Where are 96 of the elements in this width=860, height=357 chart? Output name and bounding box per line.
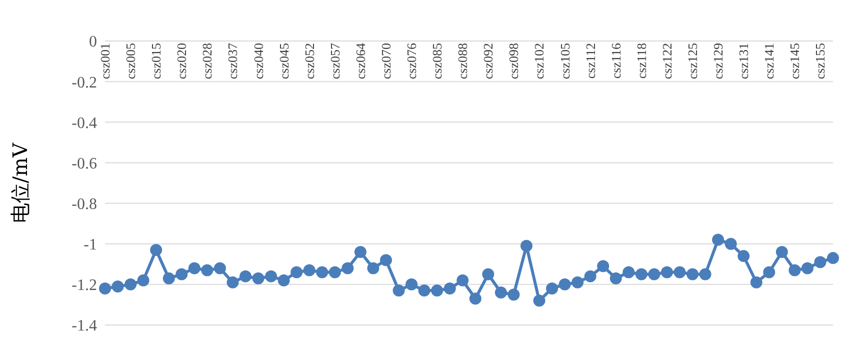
x-tick-label: csz052 — [302, 43, 317, 80]
x-tick-label: csz088 — [455, 43, 470, 80]
x-tick-label: csz005 — [123, 43, 138, 80]
x-tick-label: csz020 — [174, 43, 190, 80]
point — [226, 276, 239, 288]
x-tick-label: csz001 — [98, 43, 112, 80]
x-tick-label: csz057 — [327, 42, 342, 80]
y-axis-title: 电位/mV — [8, 142, 32, 224]
point — [508, 288, 520, 301]
point — [610, 272, 622, 284]
point — [482, 268, 494, 280]
point — [520, 240, 532, 252]
x-tick-label: csz092 — [480, 43, 496, 80]
point — [674, 266, 686, 278]
point — [546, 282, 558, 294]
point — [431, 284, 444, 297]
point — [763, 266, 776, 278]
point — [201, 264, 214, 276]
y-tick-label: -0.8 — [72, 196, 97, 213]
x-tick-label: csz105 — [557, 43, 572, 80]
x-tick-label: csz085 — [430, 43, 445, 80]
point — [406, 278, 418, 290]
x-tick-label: csz102 — [532, 43, 547, 80]
point — [494, 286, 507, 299]
point — [622, 266, 635, 278]
point — [278, 274, 290, 286]
x-tick-label: csz037 — [225, 42, 240, 80]
x-tick-label: csz040 — [250, 43, 266, 80]
point — [572, 276, 584, 288]
point — [801, 262, 814, 274]
point — [788, 264, 801, 276]
point — [686, 268, 699, 280]
point — [584, 270, 596, 282]
point — [456, 274, 469, 286]
point — [214, 262, 226, 274]
point — [162, 272, 175, 284]
y-tick-label: -1 — [84, 236, 97, 254]
point — [469, 292, 482, 305]
point — [188, 262, 200, 274]
point — [367, 262, 380, 274]
point — [597, 260, 610, 272]
x-tick-label: csz141 — [762, 43, 777, 80]
x-tick-label: csz145 — [787, 43, 802, 80]
point — [558, 278, 571, 290]
point — [724, 238, 737, 250]
y-tick-label: 0 — [89, 34, 97, 51]
point — [316, 266, 328, 278]
x-tick-label: csz125 — [685, 43, 700, 80]
point — [290, 266, 303, 278]
x-tick-label: csz045 — [276, 43, 292, 80]
x-tick-label: csz116 — [608, 42, 624, 79]
point — [712, 234, 724, 246]
y-tick-label: -0.2 — [72, 74, 97, 92]
point — [648, 268, 660, 280]
point — [239, 270, 252, 282]
point — [444, 282, 456, 294]
point — [137, 274, 150, 286]
point — [265, 270, 278, 282]
point — [392, 284, 405, 297]
point — [699, 268, 712, 280]
point — [776, 246, 788, 258]
point — [99, 282, 111, 294]
point — [750, 276, 762, 288]
point — [328, 266, 341, 278]
x-tick-label: csz118 — [634, 43, 649, 79]
x-tick-label: csz070 — [378, 43, 394, 80]
point — [814, 256, 826, 268]
y-tick-label: -1.2 — [72, 277, 97, 294]
point — [124, 278, 137, 290]
y-tick-label: -1.4 — [72, 318, 97, 335]
point — [112, 280, 124, 292]
x-tick-label: csz015 — [148, 43, 164, 80]
point — [635, 268, 648, 280]
point — [150, 244, 162, 256]
point — [342, 262, 354, 274]
point — [176, 268, 188, 280]
point — [533, 294, 546, 307]
y-tick-label: -0.4 — [72, 114, 97, 132]
x-tick-label: csz155 — [812, 43, 828, 80]
x-tick-label: csz112 — [582, 43, 598, 79]
point — [380, 254, 392, 266]
point — [660, 266, 673, 278]
x-tick-label: csz064 — [352, 42, 368, 80]
x-tick-label: csz098 — [506, 43, 522, 80]
y-tick-label: -0.6 — [72, 155, 97, 172]
point — [827, 252, 839, 264]
x-tick-label: csz122 — [659, 43, 674, 80]
point — [303, 264, 316, 276]
point — [738, 250, 750, 262]
x-tick-label: csz076 — [404, 42, 420, 80]
point — [252, 272, 264, 284]
x-tick-label: csz129 — [710, 43, 726, 80]
point — [418, 284, 430, 297]
x-tick-label: csz131 — [736, 43, 752, 80]
x-tick-label: csz028 — [200, 43, 215, 80]
point — [354, 246, 366, 258]
